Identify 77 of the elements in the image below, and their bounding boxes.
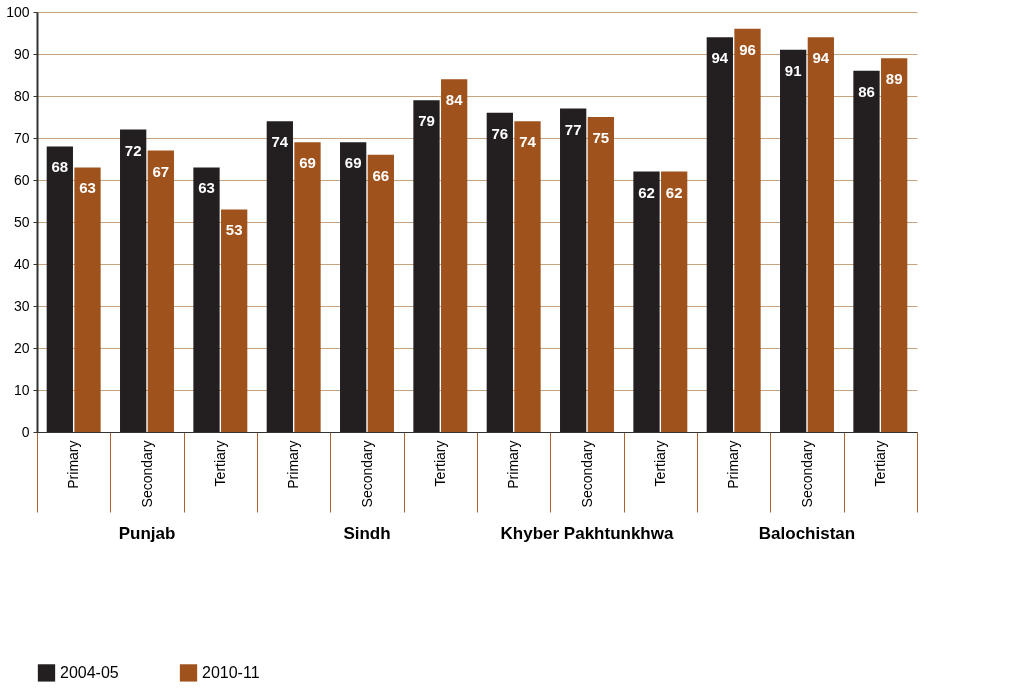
bar <box>807 37 834 432</box>
y-tick-label: 10 <box>13 381 30 398</box>
y-tick-label: 100 <box>6 3 30 20</box>
data-label: 72 <box>124 141 142 159</box>
bar <box>881 58 908 432</box>
legend-label: 2004-05 <box>60 663 119 681</box>
data-label: 76 <box>491 124 509 142</box>
y-tick-label: 20 <box>13 339 30 356</box>
legend-label: 2010-11 <box>202 663 260 681</box>
text: Balochistan <box>758 524 856 543</box>
data-label: 69 <box>344 154 362 172</box>
data-label: 66 <box>372 166 390 184</box>
data-label: 53 <box>225 221 243 239</box>
data-label: 86 <box>858 82 875 100</box>
bar <box>193 167 220 432</box>
bar <box>706 37 733 432</box>
data-label: 84 <box>445 91 464 109</box>
y-tick-label: 70 <box>13 129 30 146</box>
bar <box>120 129 147 432</box>
data-label: 67 <box>152 162 170 180</box>
bar <box>46 146 73 432</box>
data-label: 94 <box>812 49 830 67</box>
y-tick-label: 30 <box>13 297 30 314</box>
bar <box>514 121 541 432</box>
y-tick-label: 50 <box>13 213 30 230</box>
bar <box>147 150 174 432</box>
x-tick-label: Tertiary <box>651 440 668 487</box>
y-tick-label: 0 <box>21 423 30 440</box>
x-tick-label: Primary <box>505 440 522 489</box>
bar <box>486 112 513 432</box>
bar <box>853 70 880 432</box>
text: Punjab <box>118 524 176 543</box>
y-tick-label: 90 <box>13 45 30 62</box>
x-tick-label: Secondary <box>138 440 155 508</box>
x-tick-label: Tertiary <box>211 440 228 487</box>
bar <box>780 49 807 432</box>
data-label: 94 <box>711 49 729 67</box>
x-tick-label: Primary <box>65 440 82 489</box>
x-tick-label: Secondary <box>358 440 375 508</box>
bar <box>633 171 660 432</box>
data-label: 62 <box>638 183 655 201</box>
data-label: 77 <box>564 120 582 138</box>
y-tick-label: 40 <box>13 255 30 272</box>
bar <box>441 79 468 432</box>
data-label: 63 <box>79 179 96 197</box>
bar <box>413 100 440 432</box>
data-label: 62 <box>665 183 683 201</box>
text: Sindh <box>343 524 391 543</box>
data-label: 91 <box>784 61 802 79</box>
y-tick-label: 60 <box>13 171 30 188</box>
data-label: 89 <box>885 70 903 88</box>
x-tick-label: Tertiary <box>871 440 888 487</box>
bar <box>294 142 321 432</box>
data-label: 74 <box>519 133 537 151</box>
bar <box>587 117 614 432</box>
bar <box>367 154 394 432</box>
bar <box>221 209 248 432</box>
x-tick-label: Tertiary <box>431 440 448 487</box>
data-label: 63 <box>198 179 215 197</box>
bar <box>340 142 367 432</box>
bar <box>661 171 688 432</box>
bar <box>74 167 101 432</box>
x-tick-label: Primary <box>285 440 302 489</box>
bar <box>734 28 761 432</box>
data-label: 74 <box>271 133 289 151</box>
bar <box>266 121 293 432</box>
x-tick-label: Secondary <box>798 440 815 508</box>
text: Khyber Pakhtunkhwa <box>500 524 674 543</box>
bar <box>560 108 587 432</box>
data-label: 96 <box>739 40 756 58</box>
y-tick-label: 80 <box>13 87 30 104</box>
data-label: 69 <box>299 154 316 172</box>
data-label: 79 <box>418 112 435 130</box>
x-tick-label: Primary <box>725 440 742 489</box>
data-label: 68 <box>51 158 69 176</box>
x-tick-label: Secondary <box>578 440 595 508</box>
data-label: 75 <box>592 129 610 146</box>
